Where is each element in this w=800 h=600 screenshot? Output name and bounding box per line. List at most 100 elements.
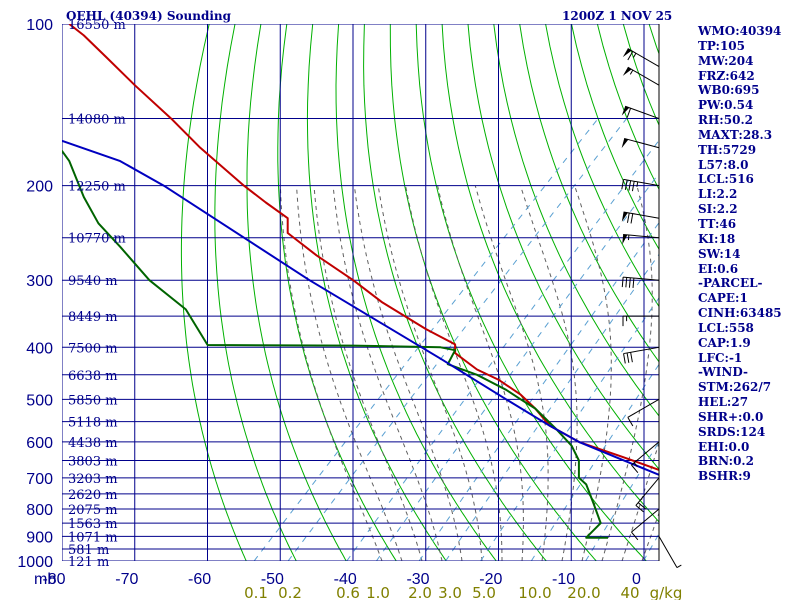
parcel-profile-line [62, 139, 659, 476]
index-item: TP:105 [698, 38, 746, 53]
index-item: FRZ:642 [698, 68, 755, 83]
index-item: TH:5729 [698, 142, 757, 157]
moist-adiabat-line [437, 185, 524, 561]
mixing-ratio-line [287, 118, 627, 561]
pressure-tick-label: 500 [26, 392, 53, 409]
mixing-ratio-line [346, 139, 659, 561]
chart-time: 1200Z 1 NOV 25 [562, 9, 672, 23]
index-item: LCL:516 [698, 172, 754, 187]
mixing-ratio-label: 40 [620, 584, 639, 600]
index-item: CAPE:1 [698, 291, 748, 306]
pressure-tick-label: 100 [26, 17, 53, 34]
mixing-ratio-label: 0.1 [244, 584, 268, 600]
wind-barb [622, 315, 659, 327]
height-label: 9540 m [68, 274, 118, 289]
index-item: SI:2.2 [698, 202, 738, 217]
mixing-ratio-label: 2.0 [408, 584, 432, 600]
height-label: 3203 m [68, 472, 118, 487]
height-label: 2620 m [68, 488, 118, 503]
wind-barb [622, 234, 660, 245]
index-item: RH:50.2 [698, 113, 753, 128]
wind-barb [622, 48, 660, 67]
temperature-profile-line [68, 24, 659, 472]
mixing-ratio-line [375, 172, 659, 561]
height-label: 5118 m [68, 416, 118, 431]
wind-barbs [621, 24, 682, 569]
wind-barb [621, 178, 660, 192]
height-label: 5850 m [68, 393, 118, 408]
moist-adiabat-line [296, 185, 403, 561]
index-item: SW:14 [698, 246, 741, 261]
index-item: LI:2.2 [698, 187, 738, 202]
pressure-tick-label: 300 [26, 273, 53, 290]
chart-title: OEHL (40394) Sounding [66, 9, 232, 23]
height-label: 1563 m [68, 517, 118, 532]
wind-barb [627, 398, 660, 427]
x-axis-unit-label: mb [34, 571, 56, 588]
wind-barb [623, 346, 660, 364]
mixing-ratio-label: 5.0 [472, 584, 496, 600]
height-label: 12250 m [68, 180, 126, 195]
index-item: BSHR:9 [698, 469, 751, 484]
height-label: 121 m [68, 555, 109, 570]
temperature-tick-label: -20 [479, 571, 502, 588]
mixing-ratio-label: 10.0 [518, 584, 551, 600]
height-label: 581 m [68, 543, 109, 558]
index-item: EI:0.6 [698, 261, 739, 276]
index-item: L57:8.0 [698, 157, 749, 172]
height-label: 7500 m [68, 341, 118, 356]
moist-adiabat-line [332, 185, 443, 561]
index-item: SHR+:0.0 [698, 409, 764, 424]
index-item: TT:46 [698, 216, 737, 231]
mixing-ratio-label: 0.2 [278, 584, 302, 600]
temperature-tick-label: -30 [406, 571, 429, 588]
mixing-ratio-label: 3.0 [438, 584, 462, 600]
index-item: PW:0.54 [698, 98, 754, 113]
mixing-ratio-label: 1.0 [366, 584, 390, 600]
index-item: STM:262/7 [698, 380, 772, 395]
mixing-ratio-line [418, 221, 659, 561]
height-label: 1071 m [68, 530, 118, 545]
mixing-ratio-label: 0.6 [336, 584, 360, 600]
wind-barb [631, 441, 660, 473]
mixing-ratio-label: g/kg [650, 584, 683, 600]
mixing-ratio-line [253, 118, 599, 561]
wind-barb [622, 66, 660, 86]
index-item: EHI:0.0 [698, 439, 750, 454]
height-label: 4438 m [68, 436, 118, 451]
height-label: 14080 m [68, 113, 126, 128]
wind-barb [621, 137, 660, 149]
pressure-tick-label: 700 [26, 471, 53, 488]
chart-grid [62, 24, 659, 561]
index-item: MW:204 [698, 53, 754, 68]
index-item: -WIND- [698, 365, 748, 380]
axis-labels: 100 200 300 400 500 600 700 800 900 1000 16550 m 14… [17, 17, 682, 600]
wind-barb [658, 536, 682, 569]
temperature-tick-label: -70 [115, 571, 138, 588]
index-item: LFC:-1 [698, 350, 743, 365]
index-item: LCL:558 [698, 320, 754, 335]
pressure-tick-label: 900 [26, 529, 53, 546]
height-label: 6638 m [68, 369, 118, 384]
mixing-ratio-line [585, 441, 659, 561]
pressure-tick-label: 600 [26, 435, 53, 452]
wind-barb [635, 477, 660, 513]
pressure-tick-label: 200 [26, 179, 53, 196]
moist-adiabat-line [474, 185, 549, 561]
index-item: WB0:695 [698, 83, 760, 98]
index-item: WMO:40394 [698, 24, 782, 38]
temperature-tick-label: 0 [632, 571, 641, 588]
index-item: KI:18 [698, 231, 736, 246]
height-label: 2075 m [68, 503, 118, 518]
height-label: 10770 m [68, 232, 126, 247]
pressure-tick-label: 1000 [17, 554, 53, 571]
height-label: 8449 m [68, 310, 118, 325]
dewpoint-profile-line [62, 149, 608, 539]
temperature-tick-label: -60 [188, 571, 211, 588]
mixing-ratio-label: 20.0 [567, 584, 600, 600]
index-item: BRN:0.2 [698, 454, 754, 469]
temperature-tick-label: -10 [552, 571, 575, 588]
index-panel: WMO:40394 TP:105 MW:204 FRZ:642 WB0:695 PW:0.… [698, 24, 798, 484]
height-label: 16550 m [68, 18, 126, 33]
